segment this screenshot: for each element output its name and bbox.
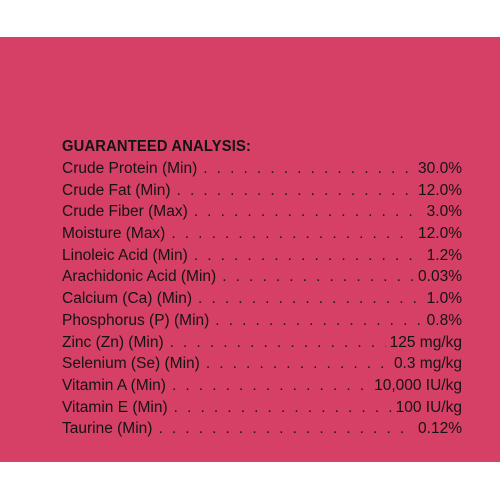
analysis-list: Crude Protein (Min) 30.0% Crude Fat (Min…: [62, 158, 462, 440]
analysis-row: Calcium (Ca) (Min) 1.0%: [62, 288, 462, 310]
nutrient-name: Linoleic Acid (Min): [62, 246, 188, 264]
nutrient-value: 0.3 mg/kg: [393, 355, 462, 373]
dot-leader: [194, 201, 423, 223]
nutrient-value: 0.12%: [418, 420, 462, 438]
nutrient-value: 30.0%: [418, 160, 462, 177]
nutrient-value: 1.2%: [426, 246, 462, 264]
nutrient-value: 12.0%: [418, 181, 462, 199]
nutrient-value: 3.0%: [426, 203, 462, 221]
analysis-row: Vitamin A (Min) 10,000 IU/kg: [62, 375, 462, 397]
dot-leader: [203, 158, 414, 180]
analysis-row: Crude Fiber (Max) 3.0%: [62, 201, 462, 223]
nutrient-name: Zinc (Zn) (Min): [62, 333, 164, 351]
dot-leader: [194, 245, 423, 267]
nutrient-name: Selenium (Se) (Min): [62, 355, 200, 373]
analysis-row: Moisture (Max) 12.0%: [62, 223, 462, 245]
dot-leader: [215, 310, 422, 332]
nutrient-value: 125 mg/kg: [389, 333, 462, 351]
nutrient-value: 10,000 IU/kg: [374, 376, 462, 394]
nutrient-name: Moisture (Max): [62, 225, 166, 243]
dot-leader: [172, 375, 370, 397]
nutrient-value: 1.0%: [426, 290, 462, 308]
nutrient-name: Arachidonic Acid (Min): [62, 268, 217, 286]
dot-leader: [170, 332, 386, 354]
analysis-row: Vitamin E (Min) 100 IU/kg: [62, 397, 462, 419]
dot-leader: [171, 223, 414, 245]
nutrient-value: 12.0%: [418, 225, 462, 243]
analysis-heading: GUARANTEED ANALYSIS:: [62, 138, 252, 155]
nutrient-value: 0.03%: [418, 268, 462, 286]
nutrient-name: Vitamin A (Min): [62, 376, 166, 394]
dot-leader: [177, 180, 415, 202]
analysis-row: Taurine (Min) 0.12%: [62, 418, 462, 440]
nutrient-name: Crude Fiber (Max): [62, 203, 188, 221]
nutrient-value: 100 IU/kg: [395, 398, 462, 416]
label-panel: GUARANTEED ANALYSIS: Crude Protein (Min)…: [0, 37, 500, 462]
analysis-row: Crude Fat (Min) 12.0%: [62, 180, 462, 202]
guaranteed-analysis-block: GUARANTEED ANALYSIS: Crude Protein (Min)…: [62, 135, 462, 440]
nutrient-name: Phosphorus (P) (Min): [62, 311, 210, 329]
analysis-row: Arachidonic Acid (Min) 0.03%: [62, 266, 462, 288]
dot-leader: [198, 288, 423, 310]
dot-leader: [174, 397, 392, 419]
dot-leader: [222, 266, 414, 288]
nutrient-name: Taurine (Min): [62, 420, 153, 438]
dot-leader: [158, 418, 414, 440]
nutrient-name: Calcium (Ca) (Min): [62, 290, 193, 308]
nutrient-value: 0.8%: [426, 311, 462, 329]
nutrient-name: Crude Fat (Min): [62, 181, 171, 199]
analysis-row: Zinc (Zn) (Min) 125 mg/kg: [62, 332, 462, 354]
nutrient-name: Crude Protein (Min): [62, 160, 198, 177]
dot-leader: [206, 353, 390, 375]
analysis-row: Linoleic Acid (Min) 1.2%: [62, 245, 462, 267]
nutrient-name: Vitamin E (Min): [62, 398, 168, 416]
analysis-row: Crude Protein (Min) 30.0%: [62, 158, 462, 180]
analysis-row: Selenium (Se) (Min) 0.3 mg/kg: [62, 353, 462, 375]
analysis-row: Phosphorus (P) (Min) 0.8%: [62, 310, 462, 332]
